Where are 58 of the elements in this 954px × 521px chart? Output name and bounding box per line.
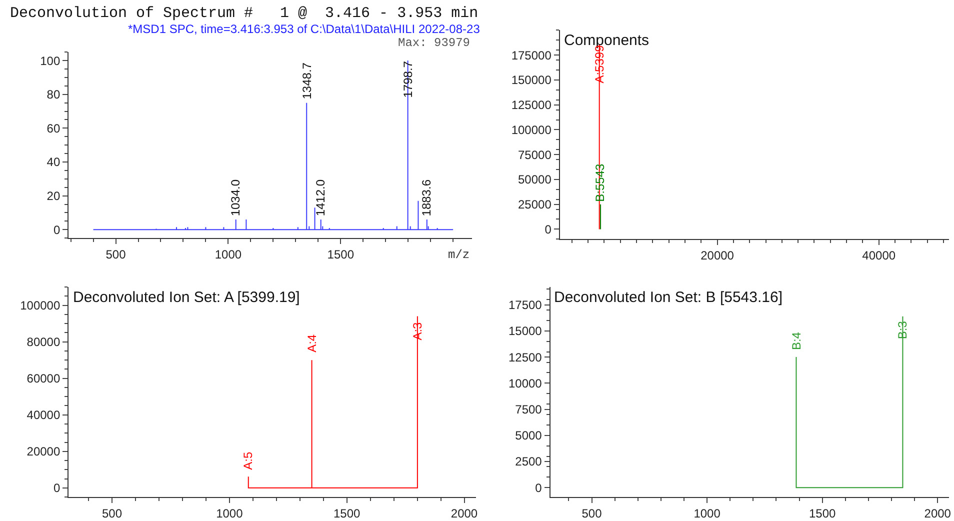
x-tick-label: 1500 bbox=[327, 247, 354, 262]
y-tick-label: 100000 bbox=[20, 298, 60, 313]
y-tick-label: 75000 bbox=[518, 148, 552, 162]
y-tick-label: 7500 bbox=[515, 402, 542, 416]
chart-title: Deconvoluted Ion Set: B [5543.16] bbox=[554, 289, 782, 306]
y-tick-label: 12500 bbox=[508, 350, 542, 364]
x-tick-label: 1500 bbox=[808, 506, 836, 520]
y-tick-label: 17500 bbox=[508, 298, 542, 312]
x-tick-label: 2000 bbox=[924, 506, 952, 520]
y-tick-label: 25000 bbox=[518, 198, 552, 212]
annotation: 1883.6 bbox=[420, 179, 434, 216]
y-tick-label: 150000 bbox=[511, 73, 552, 88]
x-tick-label: 1500 bbox=[333, 506, 361, 520]
y-tick-label: 2500 bbox=[515, 454, 542, 469]
y-tick-label: 40 bbox=[46, 155, 60, 170]
y-tick-label: 60 bbox=[46, 121, 60, 136]
annotation: A:4 bbox=[305, 334, 320, 352]
y-tick-label: 20 bbox=[46, 189, 60, 204]
y-tick-label: 175000 bbox=[511, 48, 552, 62]
annotation: A:3 bbox=[410, 322, 425, 340]
x-tick-label: 1000 bbox=[694, 506, 721, 520]
y-tick-label: 125000 bbox=[511, 98, 552, 112]
y-tick-label: 0 bbox=[53, 222, 60, 237]
x-tick-label: 500 bbox=[106, 247, 126, 262]
annotation: 1034.0 bbox=[228, 179, 243, 216]
annotation: A:5 bbox=[240, 452, 255, 470]
annotation: B:4 bbox=[789, 332, 804, 350]
y-tick-label: 80000 bbox=[26, 335, 60, 350]
y-tick-label: 80 bbox=[46, 88, 60, 102]
annotation: 1348.7 bbox=[300, 62, 314, 100]
annotation: 1798.7 bbox=[400, 60, 415, 98]
y-tick-label: 100 bbox=[40, 54, 60, 68]
x-tick-label: 1000 bbox=[216, 506, 244, 520]
y-tick-label: 10000 bbox=[508, 376, 542, 390]
y-tick-label: 0 bbox=[535, 480, 542, 495]
x-tick-label: 500 bbox=[102, 506, 122, 520]
y-tick-label: 5000 bbox=[515, 428, 542, 443]
chart-title: Deconvoluted Ion Set: A [5399.19] bbox=[73, 289, 300, 306]
y-tick-label: 0 bbox=[544, 222, 552, 236]
x-tick-label: 20000 bbox=[700, 248, 734, 263]
chart-title: Deconvolution of Spectrum # 1 @ 3.416 - 3.953 min bbox=[10, 5, 478, 22]
text: Max: 93979 bbox=[398, 36, 470, 50]
y-tick-label: 15000 bbox=[508, 324, 542, 338]
annotation: B:5543 bbox=[593, 163, 608, 202]
x-axis-title: m/z bbox=[448, 248, 470, 262]
x-tick-label: 40000 bbox=[862, 248, 896, 263]
x-tick-label: 1000 bbox=[214, 247, 242, 262]
y-tick-label: 60000 bbox=[26, 372, 60, 386]
y-tick-label: 0 bbox=[53, 481, 60, 496]
y-tick-label: 20000 bbox=[26, 444, 60, 459]
chart-subtitle: *MSD1 SPC, time=3.416:3.953 of C:\Data\1\Data\HILI 2022-08-23 bbox=[128, 22, 480, 36]
x-tick-label: 500 bbox=[582, 506, 602, 520]
x-tick-label: 2000 bbox=[450, 506, 478, 520]
line-series bbox=[92, 60, 454, 230]
y-tick-label: 40000 bbox=[26, 408, 60, 422]
y-tick-label: 100000 bbox=[511, 122, 552, 137]
annotation: 1412.0 bbox=[314, 179, 328, 216]
y-tick-label: 50000 bbox=[518, 172, 552, 187]
